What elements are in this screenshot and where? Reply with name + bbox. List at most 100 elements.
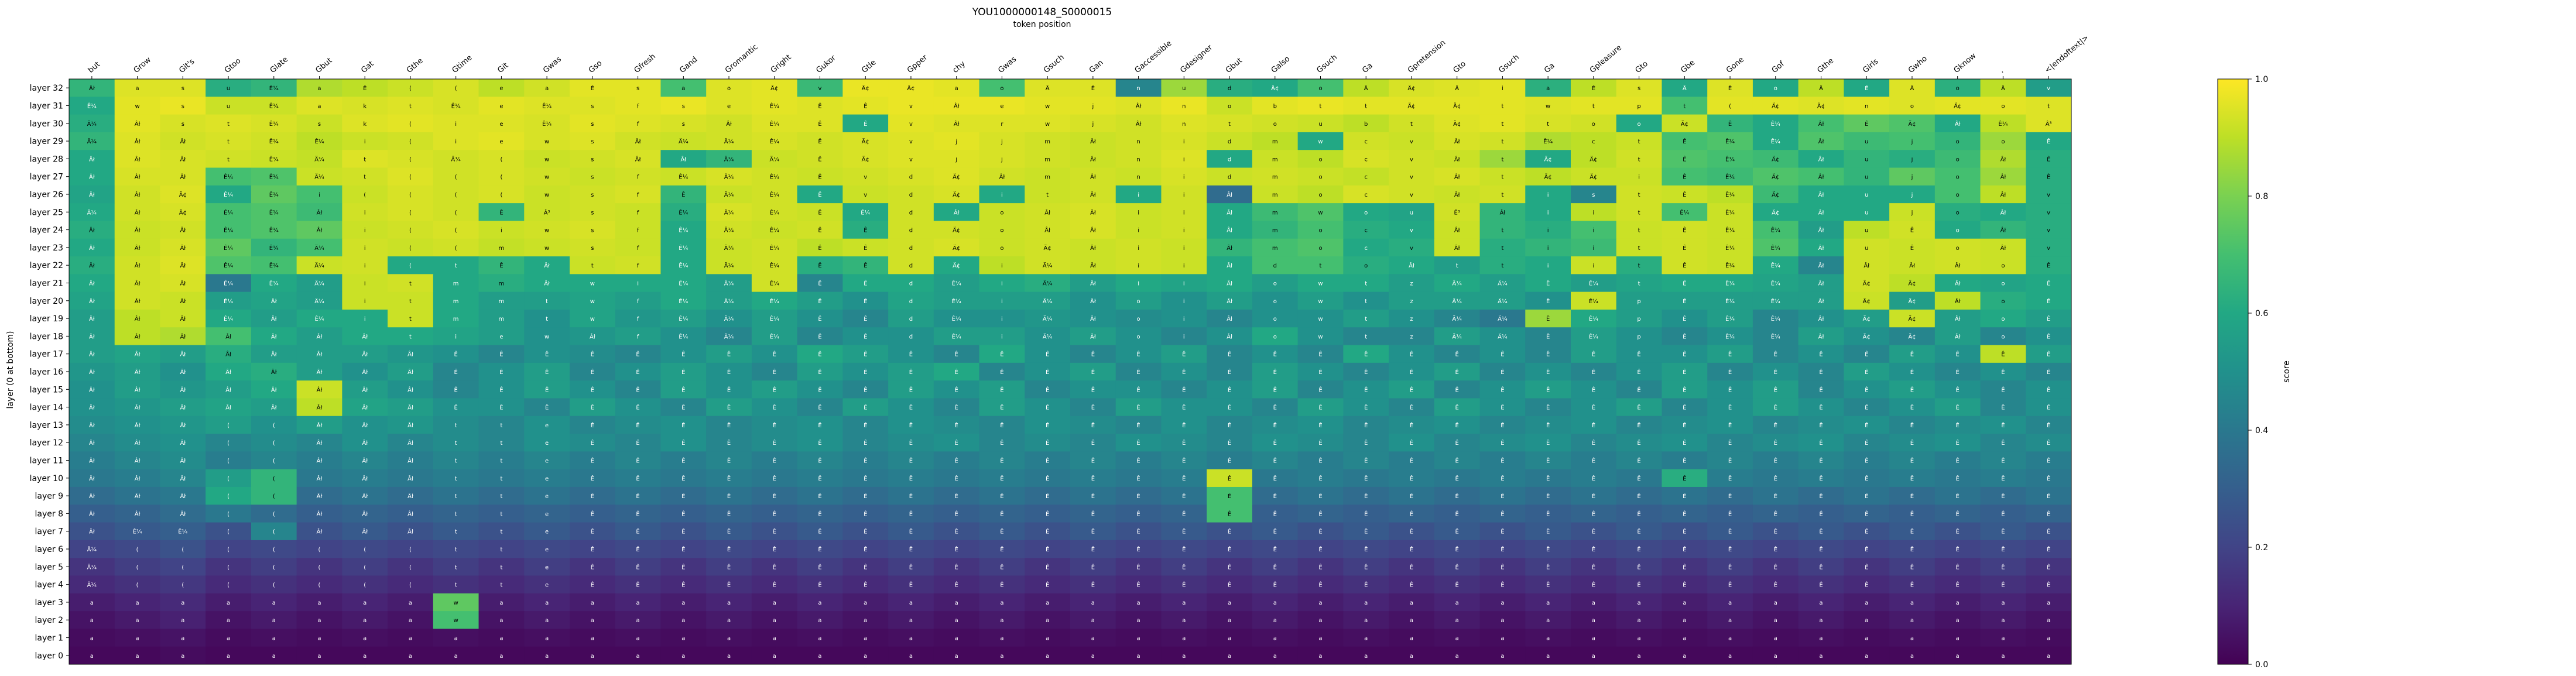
heatmap-cell (1707, 167, 1753, 186)
heatmap-cell (296, 505, 342, 523)
heatmap-cell (570, 132, 616, 150)
heatmap-cell (706, 646, 752, 665)
cell-label: Ê (1910, 457, 1914, 465)
cell-label: Ê (1273, 492, 1277, 500)
heatmap-cell (205, 646, 252, 665)
heatmap-cell (660, 593, 707, 612)
heatmap-cell (478, 238, 525, 257)
heatmap-cell (979, 434, 1025, 452)
cell-label: ( (318, 582, 321, 589)
heatmap-cell (114, 132, 160, 150)
cell-label: ( (409, 156, 412, 163)
cell-label: v (1410, 139, 1413, 145)
cell-label: i (1547, 245, 1549, 252)
cell-label: t (455, 458, 457, 465)
heatmap-cell (388, 256, 434, 274)
heatmap-cell (1934, 416, 1981, 434)
heatmap-cell (205, 575, 252, 594)
cell-label: Ê (591, 368, 594, 376)
cell-label: t (455, 493, 457, 500)
heatmap-cell (478, 380, 525, 399)
cell-label: Âł (1454, 191, 1460, 198)
heatmap-cell (114, 274, 160, 293)
cell-label: Ã (1683, 84, 1687, 92)
cell-label: ( (409, 228, 412, 234)
cell-label: Ê (818, 386, 821, 393)
heatmap-cell (251, 558, 297, 576)
cell-label: Ê (1455, 581, 1459, 589)
cell-label: Ê (1046, 545, 1049, 553)
cell-label: Ê (1364, 510, 1368, 517)
heatmap-cell (1207, 416, 1253, 434)
heatmap-cell (888, 469, 934, 488)
heatmap-cell (1844, 291, 1890, 310)
cell-label: Ê (1683, 475, 1686, 482)
heatmap-cell (69, 646, 115, 665)
cell-label: w (1318, 316, 1323, 322)
cell-label: Ê (864, 332, 867, 340)
heatmap-cell (615, 256, 661, 274)
heatmap-cell (1115, 114, 1162, 133)
heatmap-cell (1434, 646, 1481, 665)
heatmap-cell (570, 167, 616, 186)
cell-label: v (909, 121, 913, 128)
heatmap-cell (1707, 185, 1753, 204)
cell-label: Ê (1774, 421, 1777, 429)
heatmap-cell (1571, 451, 1617, 470)
cell-label: a (1046, 617, 1049, 624)
cell-label: i (318, 192, 320, 198)
cell-label: Ê (1683, 510, 1686, 517)
heatmap-cell (342, 486, 388, 505)
cell-label: Âł (635, 138, 641, 145)
cell-label: a (2047, 600, 2050, 606)
cell-label: Ê (591, 404, 594, 411)
heatmap-cell (1389, 327, 1435, 346)
cell-label: p (1637, 316, 1640, 322)
cell-label: Ê (636, 351, 639, 358)
cell-label: a (1638, 653, 1641, 660)
heatmap-cell (1616, 416, 1662, 434)
heatmap-cell (615, 398, 661, 417)
cell-label: Ä¼ (769, 155, 779, 163)
heatmap-cell (1343, 167, 1389, 186)
cell-label: a (1137, 636, 1140, 642)
heatmap-cell (1616, 309, 1662, 328)
cell-label: e (1000, 103, 1003, 109)
cell-label: Âł (89, 368, 95, 376)
cell-label: o (1273, 316, 1277, 322)
heatmap-cell (342, 522, 388, 541)
cell-label: Ê (727, 439, 731, 447)
heatmap-cell (1479, 646, 1526, 665)
cell-label: a (1638, 617, 1641, 624)
cell-label: Ê (1000, 545, 1003, 553)
cell-label: Âł (1090, 173, 1096, 181)
cell-label: Ê (1318, 386, 1322, 393)
cell-label: o (1956, 85, 1960, 92)
cell-label: v (1410, 245, 1413, 252)
cell-label: Ê (681, 191, 685, 198)
heatmap-cell (1252, 132, 1299, 150)
cell-label: Ê (1182, 475, 1186, 482)
heatmap-cell (1343, 593, 1389, 612)
cell-label: Ê (636, 581, 639, 589)
heatmap-cell (1389, 150, 1435, 169)
heatmap-cell (114, 380, 160, 399)
cell-label: j (1091, 103, 1094, 109)
cell-label: Ê (681, 439, 685, 447)
cell-label: Ê (1501, 528, 1504, 536)
heatmap-cell (388, 132, 434, 150)
cell-label: Ê (727, 351, 731, 358)
heatmap-cell (1662, 434, 1708, 452)
cell-label: Ê¼ (269, 138, 279, 145)
heatmap-cell (1115, 575, 1162, 594)
heatmap-cell (1844, 398, 1890, 417)
heatmap-cell (1798, 416, 1844, 434)
cell-label: Ê (1091, 386, 1095, 393)
heatmap-cell (1479, 611, 1526, 629)
cell-label: a (1364, 617, 1368, 624)
cell-label: d (909, 228, 913, 234)
cell-label: i (1001, 334, 1003, 340)
cell-label: a (1000, 636, 1003, 642)
heatmap-cell (751, 221, 798, 239)
cell-label: v (1410, 156, 1413, 163)
